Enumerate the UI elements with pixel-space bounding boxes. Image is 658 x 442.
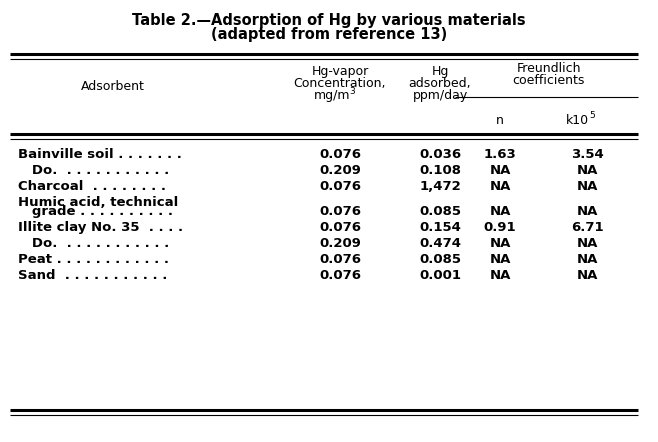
Text: 0.001: 0.001	[419, 269, 461, 282]
Text: 0.076: 0.076	[319, 253, 361, 266]
Text: 3: 3	[349, 88, 355, 96]
Text: k10: k10	[565, 114, 588, 126]
Text: 0.076: 0.076	[319, 179, 361, 193]
Text: NA: NA	[490, 237, 511, 250]
Text: mg/m: mg/m	[314, 89, 350, 103]
Text: 0.474: 0.474	[419, 237, 461, 250]
Text: grade . . . . . . . . . .: grade . . . . . . . . . .	[18, 205, 173, 218]
Text: NA: NA	[576, 269, 597, 282]
Text: NA: NA	[576, 237, 597, 250]
Text: Charcoal  . . . . . . . .: Charcoal . . . . . . . .	[18, 179, 166, 193]
Text: NA: NA	[490, 253, 511, 266]
Text: Hg-vapor: Hg-vapor	[311, 65, 368, 79]
Text: 0.91: 0.91	[484, 221, 517, 234]
Text: 0.085: 0.085	[419, 253, 461, 266]
Text: 0.036: 0.036	[419, 148, 461, 160]
Text: Sand  . . . . . . . . . . .: Sand . . . . . . . . . . .	[18, 269, 167, 282]
Text: 0.085: 0.085	[419, 205, 461, 218]
Text: NA: NA	[490, 205, 511, 218]
Text: 0.076: 0.076	[319, 148, 361, 160]
Text: n: n	[496, 114, 504, 126]
Text: 1,472: 1,472	[419, 179, 461, 193]
Text: Humic acid, technical: Humic acid, technical	[18, 195, 178, 209]
Text: NA: NA	[490, 164, 511, 176]
Text: 0.209: 0.209	[319, 164, 361, 176]
Text: Do.  . . . . . . . . . . .: Do. . . . . . . . . . . .	[18, 164, 169, 176]
Text: 1.63: 1.63	[484, 148, 517, 160]
Text: Freundlich: Freundlich	[517, 61, 581, 75]
Text: Adsorbent: Adsorbent	[81, 80, 145, 94]
Text: coefficients: coefficients	[513, 73, 585, 87]
Text: 0.209: 0.209	[319, 237, 361, 250]
Text: 0.154: 0.154	[419, 221, 461, 234]
Text: 6.71: 6.71	[570, 221, 603, 234]
Text: Table 2.—Adsorption of Hg by various materials: Table 2.—Adsorption of Hg by various mat…	[132, 12, 526, 27]
Text: NA: NA	[576, 253, 597, 266]
Text: Concentration,: Concentration,	[293, 77, 386, 91]
Text: 0.076: 0.076	[319, 221, 361, 234]
Text: ppm/day: ppm/day	[413, 89, 468, 103]
Text: NA: NA	[576, 205, 597, 218]
Text: NA: NA	[576, 164, 597, 176]
Text: (adapted from reference 13): (adapted from reference 13)	[211, 27, 447, 42]
Text: 0.076: 0.076	[319, 205, 361, 218]
Text: 0.076: 0.076	[319, 269, 361, 282]
Text: 3.54: 3.54	[570, 148, 603, 160]
Text: adsorbed,: adsorbed,	[409, 77, 471, 91]
Text: NA: NA	[490, 269, 511, 282]
Text: Illite clay No. 35  . . . .: Illite clay No. 35 . . . .	[18, 221, 183, 234]
Text: 5: 5	[589, 111, 595, 121]
Text: Bainville soil . . . . . . .: Bainville soil . . . . . . .	[18, 148, 182, 160]
Text: Peat . . . . . . . . . . . .: Peat . . . . . . . . . . . .	[18, 253, 169, 266]
Text: NA: NA	[576, 179, 597, 193]
Text: Hg: Hg	[431, 65, 449, 79]
Text: Do.  . . . . . . . . . . .: Do. . . . . . . . . . . .	[18, 237, 169, 250]
Text: NA: NA	[490, 179, 511, 193]
Text: 0.108: 0.108	[419, 164, 461, 176]
